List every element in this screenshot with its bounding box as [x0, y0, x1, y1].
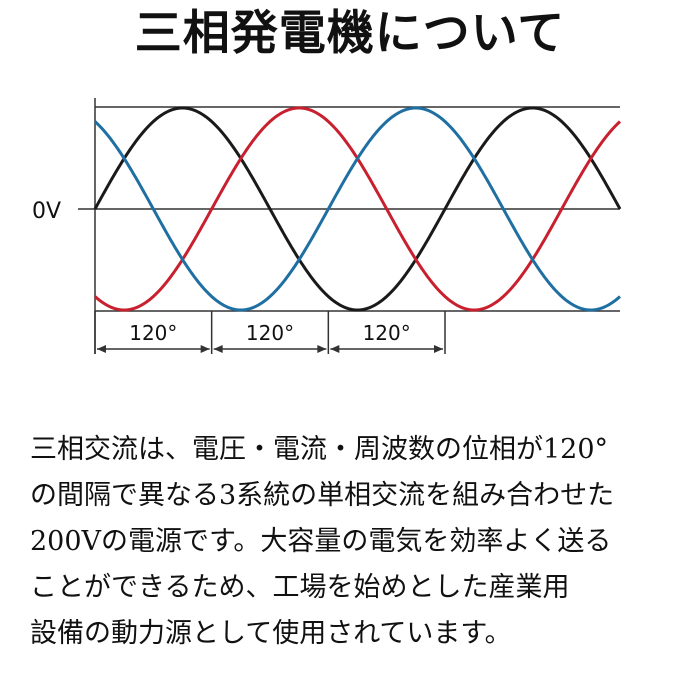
phase-angle-label: 120°: [363, 321, 411, 345]
description-line: 200Vの電源です。大容量の電気を効率よく送る: [30, 526, 612, 557]
three-phase-waveform-diagram: 0V 120° 120° 120°: [32, 98, 622, 354]
phase-wave-1: [93, 106, 622, 312]
phase-wave-3: [93, 106, 621, 312]
phase-angle-label: 120°: [246, 321, 294, 345]
phase-angle-label: 120°: [129, 321, 177, 345]
page-title: 三相発電機について: [134, 6, 566, 61]
zero-volt-label: 0V: [32, 199, 61, 224]
description-line: 三相交流は、電圧・電流・周波数の位相が120°: [30, 434, 609, 465]
phase-interval-arrow: [97, 345, 210, 353]
description-line: ことができるため、工場を始めとした産業用: [30, 572, 570, 603]
description-line: 設備の動力源として使用されています。: [30, 618, 512, 649]
description-line: の間隔で異なる3系統の単相交流を組み合わせた: [30, 480, 615, 511]
description-paragraph: 三相交流は、電圧・電流・周波数の位相が120° の間隔で異なる3系統の単相交流を…: [30, 427, 695, 657]
phase-interval-arrow: [330, 345, 443, 353]
phase-interval-arrow: [213, 345, 327, 353]
